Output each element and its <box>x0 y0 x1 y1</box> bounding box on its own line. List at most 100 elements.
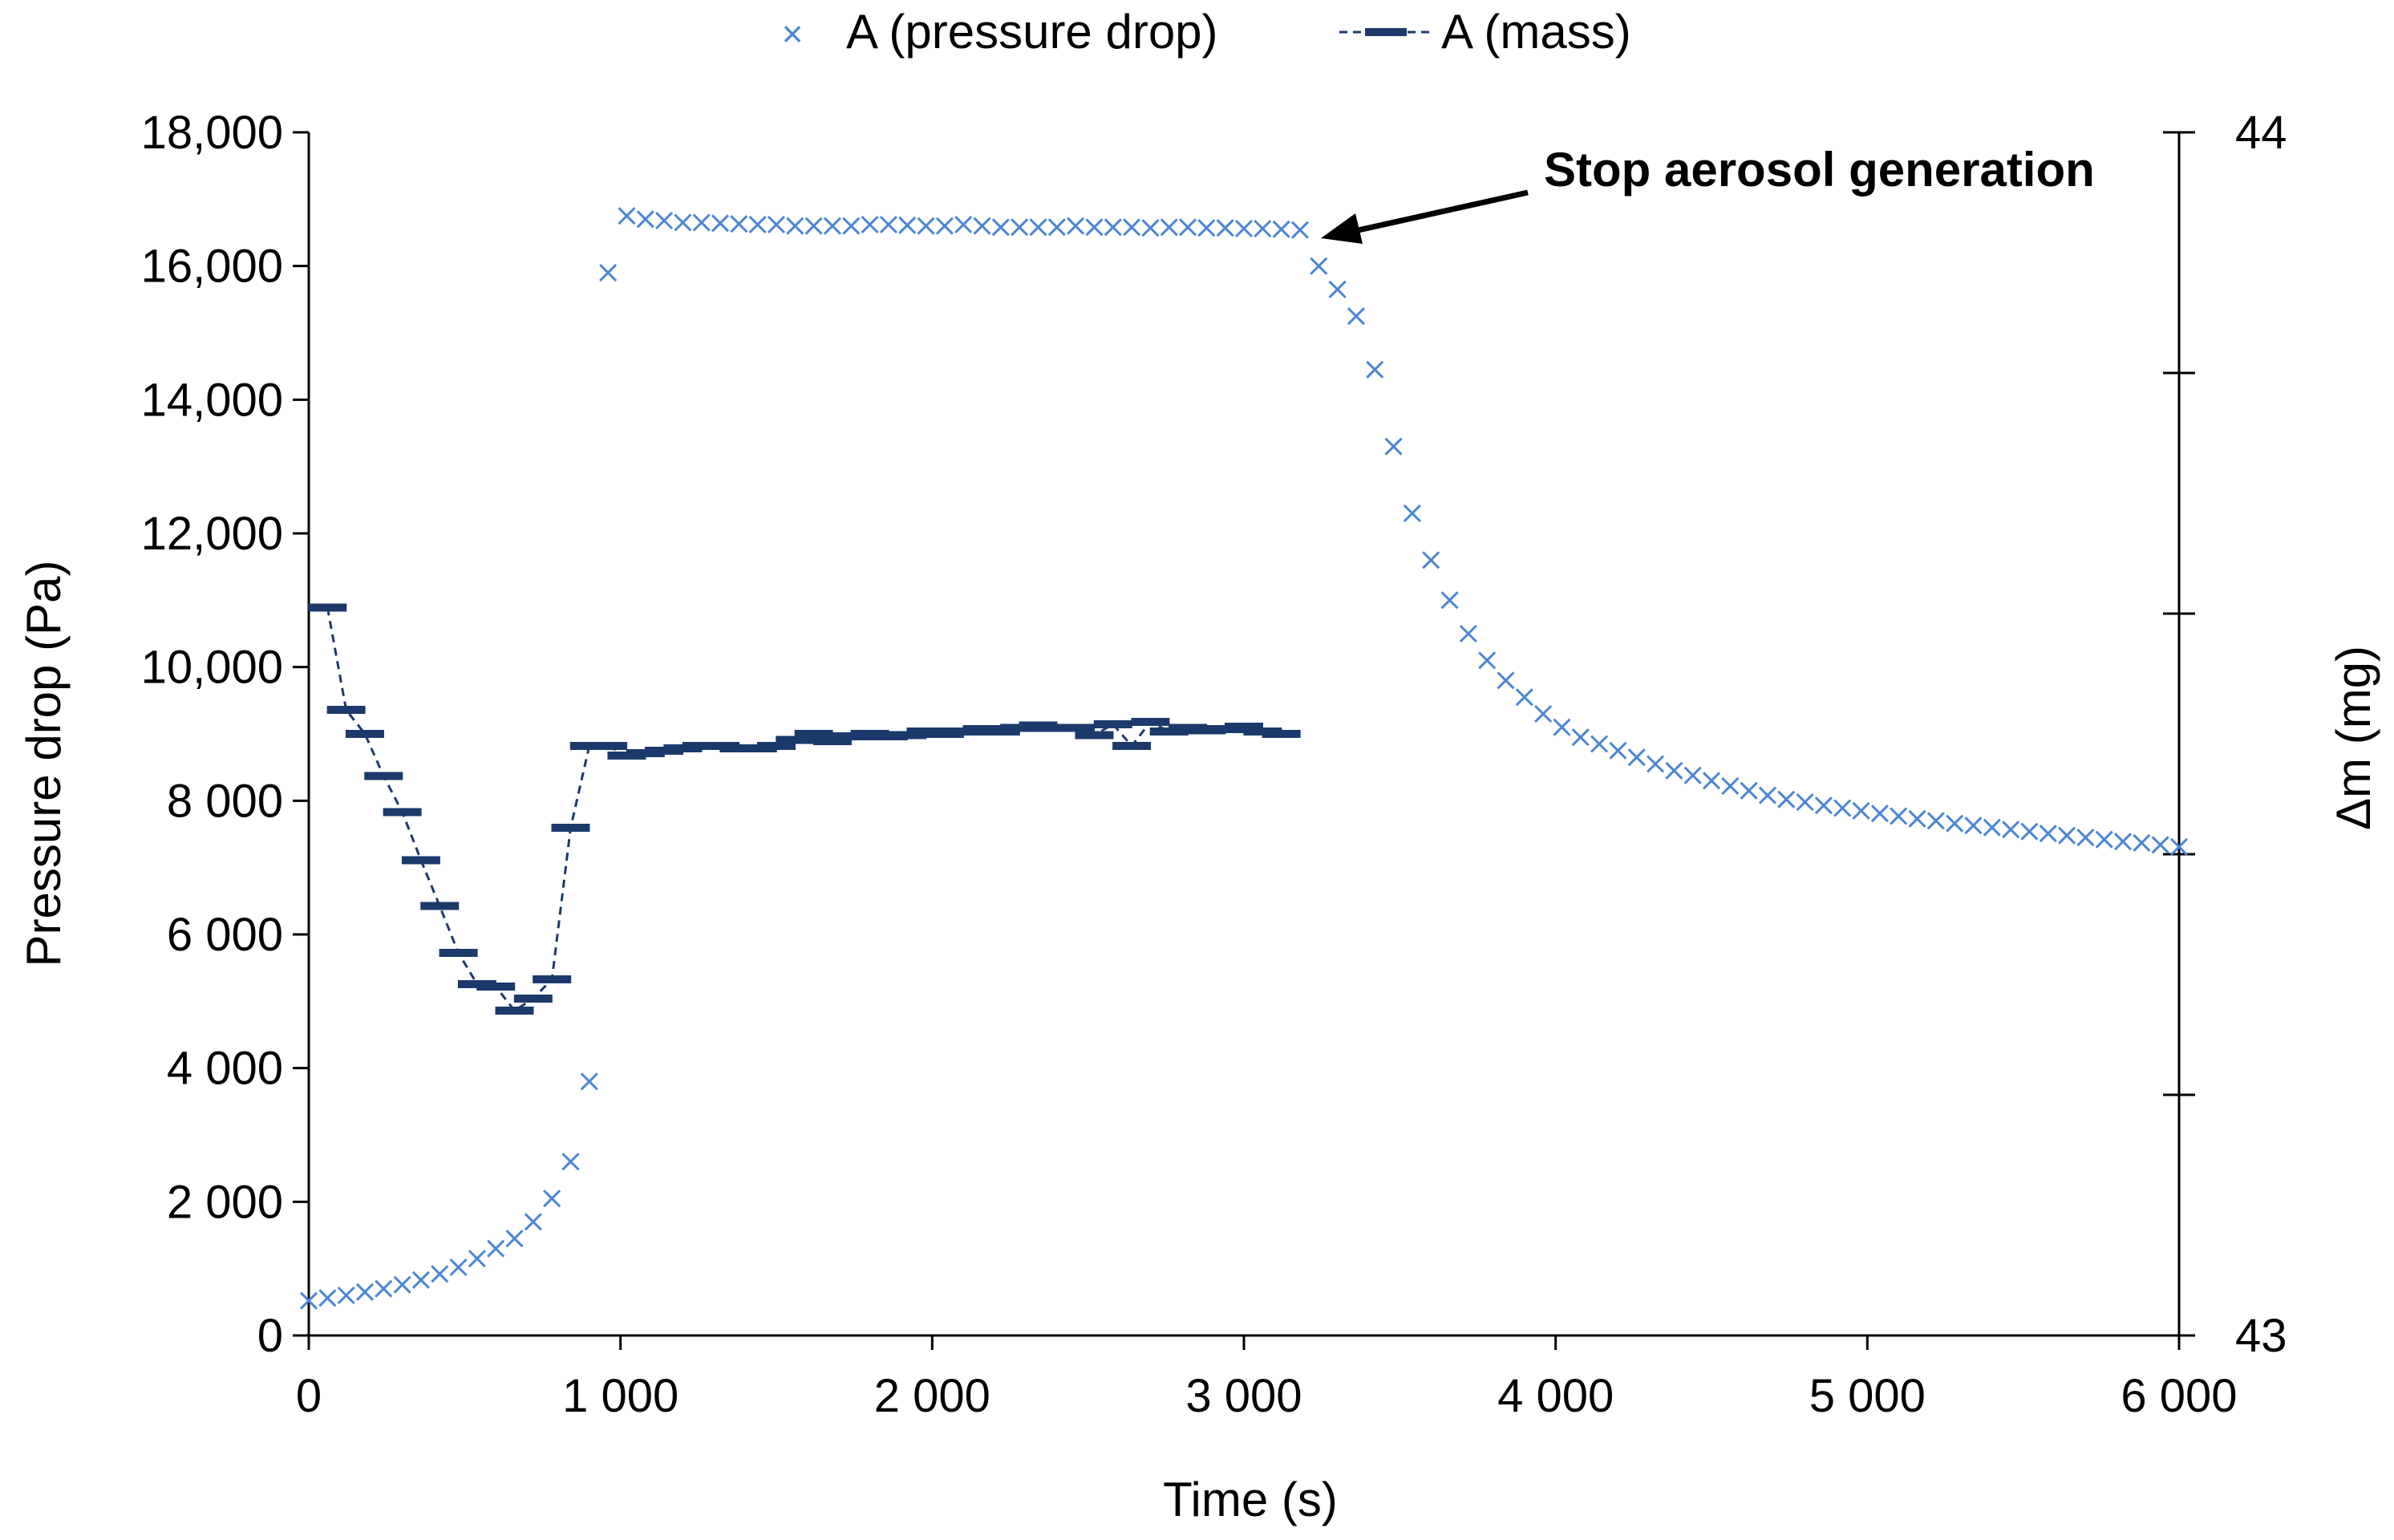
legend-marker-pressure-drop: × <box>782 13 804 55</box>
pressure-drop-point <box>1216 219 1234 237</box>
mass-series-line <box>326 607 1282 1013</box>
mass-point <box>794 730 833 738</box>
pressure-drop-point <box>1571 728 1590 747</box>
pressure-drop-point <box>393 1275 411 1294</box>
pressure-drop-point <box>711 214 730 233</box>
x-tick-label: 1 000 <box>562 1370 679 1422</box>
mass-point <box>495 1007 534 1015</box>
pressure-drop-series <box>299 207 2189 1310</box>
pressure-drop-point <box>524 1213 542 1231</box>
pressure-drop-point <box>1758 786 1777 804</box>
mass-point <box>1093 720 1132 728</box>
pressure-drop-point <box>991 218 1010 237</box>
pressure-drop-point <box>2095 830 2113 849</box>
mass-point <box>1112 742 1152 750</box>
pressure-drop-point <box>543 1189 561 1208</box>
pressure-drop-point <box>580 1072 598 1091</box>
pressure-drop-point <box>1946 814 1964 833</box>
pressure-drop-point <box>1497 671 1515 690</box>
pressure-drop-point <box>1890 807 1908 825</box>
pressure-drop-point <box>599 263 618 282</box>
pressure-drop-point <box>2151 836 2169 854</box>
pressure-drop-point <box>1983 818 2001 837</box>
pressure-drop-point <box>1796 792 1814 812</box>
mass-point <box>1262 730 1301 738</box>
pressure-drop-point <box>1422 551 1440 569</box>
mass-point <box>439 949 478 957</box>
pressure-drop-point <box>879 215 897 234</box>
pressure-drop-point <box>2133 833 2151 852</box>
pressure-drop-point <box>2169 837 2189 856</box>
mass-point <box>551 824 590 832</box>
y-left-tick-label: 0 <box>257 1310 283 1362</box>
pressure-drop-point <box>1234 219 1254 238</box>
legend-label-mass: A (mass) <box>1441 5 1631 59</box>
pressure-drop-point <box>1534 704 1553 723</box>
annotation-arrow-line <box>1347 189 1529 236</box>
pressure-drop-point <box>355 1283 375 1301</box>
pressure-drop-point <box>1777 790 1796 808</box>
mass-point <box>812 737 852 745</box>
pressure-drop-point <box>1702 772 1721 790</box>
pressure-drop-point <box>1553 718 1571 736</box>
pressure-drop-point <box>1328 280 1347 298</box>
mass-point <box>476 983 516 991</box>
pressure-drop-point <box>935 217 954 235</box>
mass-series <box>308 603 1301 1015</box>
y-left-tick-label: 14,000 <box>141 374 283 426</box>
pressure-drop-point <box>1683 766 1702 784</box>
pressure-drop-point <box>1515 688 1533 707</box>
y-left-tick-label: 2 000 <box>167 1176 283 1228</box>
mass-point <box>1056 723 1096 732</box>
y-left-tick-label: 16,000 <box>141 241 283 293</box>
pressure-drop-point <box>842 217 861 235</box>
annotation-arrowhead <box>1321 213 1363 244</box>
pressure-drop-point <box>1067 217 1085 235</box>
pressure-drop-point <box>375 1279 393 1298</box>
pressure-drop-point <box>1160 218 1178 237</box>
pressure-drop-point <box>1366 360 1384 379</box>
pressure-drop-point <box>1290 221 1310 239</box>
pressure-drop-point <box>1478 651 1497 670</box>
pressure-drop-point <box>1029 218 1047 237</box>
mass-point <box>1225 723 1263 731</box>
mass-point <box>364 772 403 780</box>
x-tick-label: 5 000 <box>1809 1370 1926 1422</box>
pressure-drop-point <box>1646 755 1665 773</box>
pressure-drop-point <box>411 1270 430 1289</box>
pressure-drop-point <box>1665 761 1683 780</box>
pressure-drop-point <box>1272 220 1290 238</box>
pressure-drop-point <box>561 1153 580 1171</box>
pressure-drop-point <box>449 1258 468 1277</box>
pressure-drop-point <box>1123 218 1141 237</box>
pressure-drop-point <box>1852 801 1870 820</box>
pressure-drop-point <box>674 213 692 232</box>
pressure-drop-point <box>1141 219 1160 237</box>
mass-point <box>776 736 815 744</box>
pressure-drop-point <box>1440 591 1459 610</box>
pressure-drop-point <box>1926 812 1945 830</box>
pressure-drop-point <box>730 215 748 233</box>
pressure-drop-point <box>823 217 842 235</box>
pressure-drop-point <box>1011 218 1029 237</box>
pressure-drop-point <box>636 210 654 229</box>
pressure-drop-point <box>1347 307 1365 326</box>
pressure-drop-point <box>692 213 711 232</box>
pressure-drop-point <box>1964 817 1983 835</box>
x-tick-label: 0 <box>296 1370 322 1422</box>
pressure-drop-point <box>431 1265 449 1283</box>
pressure-drop-point <box>2058 826 2076 845</box>
mass-point <box>308 603 347 612</box>
mass-point <box>401 856 440 865</box>
y-left-tick-label: 12,000 <box>141 508 283 560</box>
pressure-drop-point <box>468 1250 486 1268</box>
mass-point <box>589 742 628 750</box>
y-left-tick-label: 10,000 <box>141 642 283 694</box>
mass-point <box>513 995 553 1003</box>
pressure-drop-point <box>1459 624 1477 643</box>
pressure-drop-point <box>2076 829 2095 847</box>
pressure-drop-point <box>337 1286 355 1305</box>
legend-marker-mass <box>1365 28 1407 36</box>
pressure-drop-point <box>861 215 879 234</box>
